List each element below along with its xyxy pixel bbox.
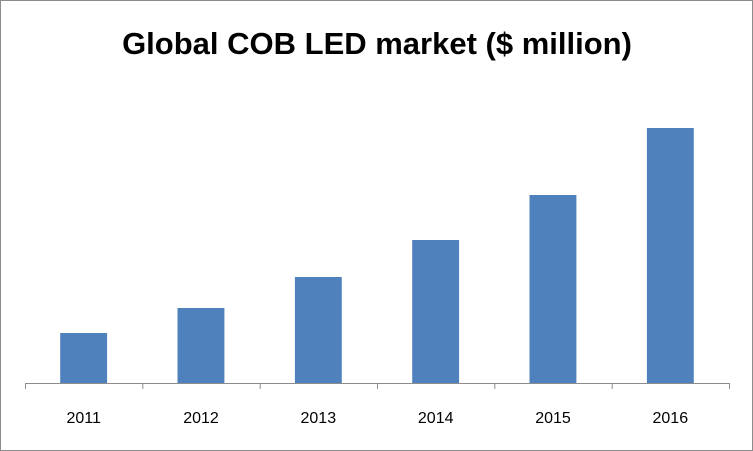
x-tick-label-2016: 2016 bbox=[653, 410, 689, 427]
x-tick-label-2014: 2014 bbox=[418, 410, 454, 427]
x-axis-tick-labels: 2011 2012 2013 2014 2015 2016 bbox=[66, 410, 688, 427]
bar-2013 bbox=[294, 277, 342, 383]
x-tick-label-2013: 2013 bbox=[301, 410, 337, 427]
bar-2016 bbox=[646, 128, 694, 383]
bar-2015 bbox=[529, 195, 577, 383]
bar-2012 bbox=[177, 308, 225, 383]
bar-2014 bbox=[412, 240, 460, 383]
x-axis bbox=[25, 383, 730, 389]
bar-2011 bbox=[60, 333, 108, 383]
x-tick-label-2011: 2011 bbox=[66, 410, 101, 427]
x-tick-label-2012: 2012 bbox=[183, 410, 219, 427]
chart-title: Global COB LED market ($ million) bbox=[122, 26, 632, 61]
x-tick-label-2015: 2015 bbox=[535, 410, 571, 427]
bars-group bbox=[60, 128, 694, 383]
